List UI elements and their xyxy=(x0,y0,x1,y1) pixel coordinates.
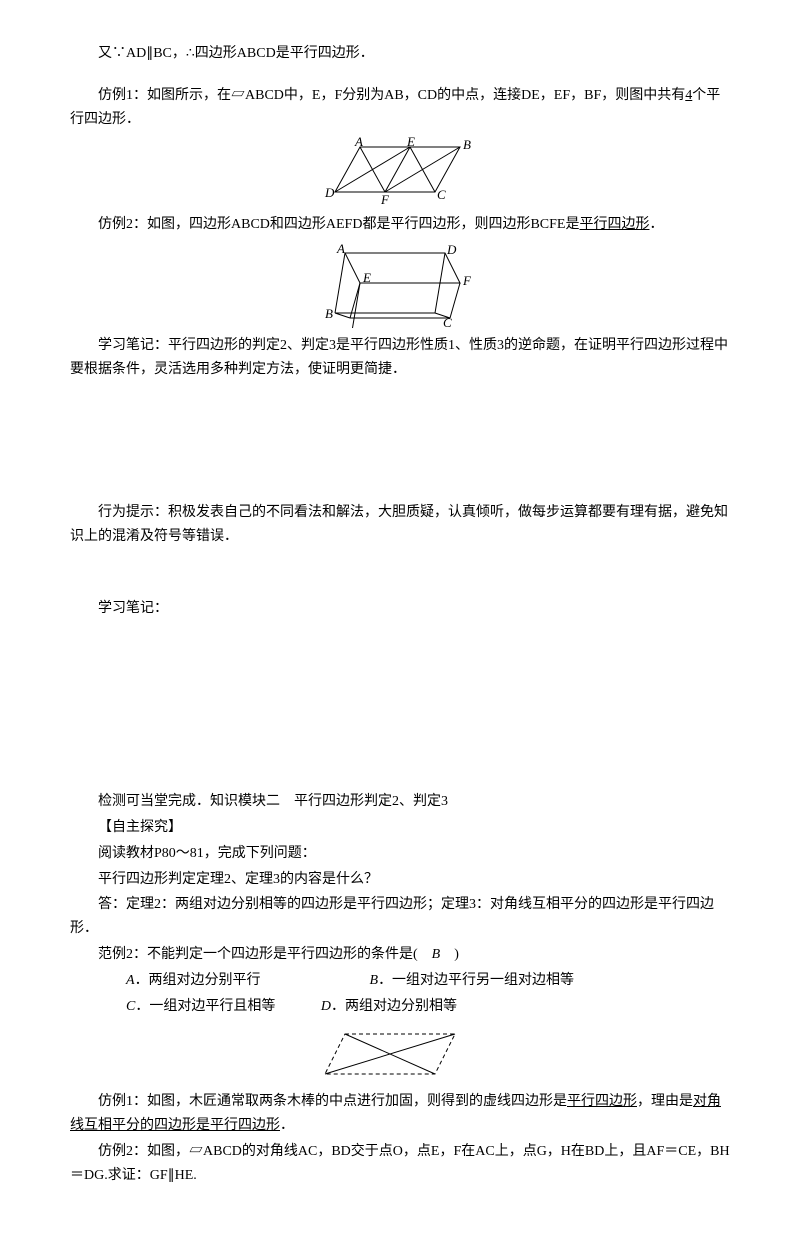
example-range-2: 范例2：不能判定一个四边形是平行四边形的条件是( B ) xyxy=(70,943,730,967)
options-line-2: C．一组对边平行且相等 D．两组对边分别相等 xyxy=(70,995,730,1019)
svg-text:B: B xyxy=(325,306,333,321)
example-3-prefix: 仿例1：如图，木匠通常取两条木棒的中点进行加固，则得到的虚线四边形是 xyxy=(98,1094,567,1109)
figure-3-cross-parallelogram xyxy=(315,1024,485,1084)
example-3: 仿例1：如图，木匠通常取两条木棒的中点进行加固，则得到的虚线四边形是平行四边形，… xyxy=(70,1090,730,1138)
example-1-prefix: 仿例1：如图所示，在▱ABCD中，E，F分别为AB，CD的中点，连接DE，EF，… xyxy=(98,88,685,103)
range2-suffix: ) xyxy=(440,947,459,962)
svg-text:C: C xyxy=(437,187,446,202)
question-theorem: 平行四边形判定定理2、定理3的内容是什么？ xyxy=(70,868,730,892)
example-2-prefix: 仿例2：如图，四边形ABCD和四边形AEFD都是平行四边形，则四边形BCFE是 xyxy=(98,217,579,232)
svg-text:F: F xyxy=(462,273,472,288)
option-a-text: ．两组对边分别平行 xyxy=(135,973,261,988)
option-d-label: D xyxy=(321,999,331,1014)
option-c-label: C xyxy=(126,999,135,1014)
range2-prefix: 范例2：不能判定一个四边形是平行四边形的条件是( xyxy=(98,947,432,962)
svg-text:E: E xyxy=(362,270,371,285)
figure-2-prism: A D E F B C xyxy=(315,243,485,328)
svg-text:D: D xyxy=(446,243,457,257)
svg-text:E: E xyxy=(406,137,415,149)
figure-1-parallelogram: A E B D F C xyxy=(315,137,485,207)
svg-text:C: C xyxy=(443,315,452,328)
example-3-answer1: 平行四边形 xyxy=(567,1094,637,1109)
option-d-text: ．两组对边分别相等 xyxy=(331,999,457,1014)
study-note-1: 学习笔记：平行四边形的判定2、判定3是平行四边形性质1、性质3的逆命题，在证明平… xyxy=(70,334,730,382)
option-b-text: ．一组对边平行另一组对边相等 xyxy=(378,973,574,988)
study-note-2-label: 学习笔记： xyxy=(70,597,730,621)
example-2-suffix: ． xyxy=(649,217,663,232)
answer-theorem: 答：定理2：两组对边分别相等的四边形是平行四边形；定理3：对角线互相平分的四边形… xyxy=(70,893,730,941)
example-1: 仿例1：如图所示，在▱ABCD中，E，F分别为AB，CD的中点，连接DE，EF，… xyxy=(70,84,730,132)
reading-instruction: 阅读教材P80～81，完成下列问题： xyxy=(70,842,730,866)
line-conclusion: 又∵AD∥BC，∴四边形ABCD是平行四边形． xyxy=(70,42,730,66)
example-2: 仿例2：如图，四边形ABCD和四边形AEFD都是平行四边形，则四边形BCFE是平… xyxy=(70,213,730,237)
svg-text:F: F xyxy=(380,192,390,207)
svg-text:D: D xyxy=(324,185,335,200)
behavior-tip: 行为提示：积极发表自己的不同看法和解法，大胆质疑，认真倾听，做每步运算都要有理有… xyxy=(70,501,730,549)
option-b-label: B xyxy=(370,973,379,988)
option-c-text: ．一组对边平行且相等 xyxy=(135,999,275,1014)
example-3-mid: ，理由是 xyxy=(637,1094,693,1109)
svg-text:B: B xyxy=(463,137,471,152)
detection-heading: 检测可当堂完成．知识模块二 平行四边形判定2、判定3 xyxy=(70,790,730,814)
example-2-answer: 平行四边形 xyxy=(579,217,649,232)
option-a-label: A xyxy=(126,973,135,988)
svg-text:A: A xyxy=(336,243,345,256)
options-line-1: A．两组对边分别平行 B．一组对边平行另一组对边相等 xyxy=(70,969,730,993)
example-4: 仿例2：如图，▱ABCD的对角线AC，BD交于点O，点E，F在AC上，点G，H在… xyxy=(70,1140,730,1188)
svg-text:A: A xyxy=(354,137,363,149)
example-3-suffix: ． xyxy=(280,1118,294,1133)
range2-answer: B xyxy=(432,947,441,962)
document-page: 又∵AD∥BC，∴四边形ABCD是平行四边形． 仿例1：如图所示，在▱ABCD中… xyxy=(0,0,800,1250)
self-explore-heading: 【自主探究】 xyxy=(70,816,730,840)
